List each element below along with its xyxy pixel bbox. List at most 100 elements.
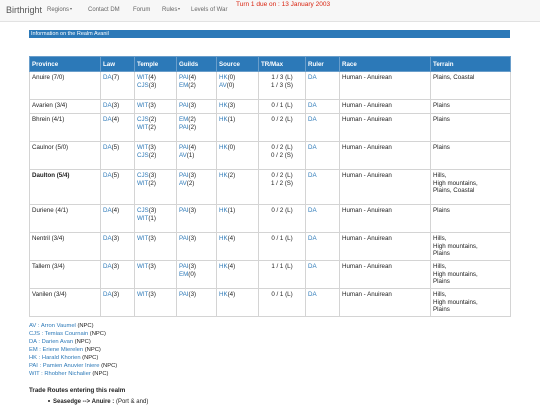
race-cell: Human - Anuirean <box>339 169 431 205</box>
source-holder-link[interactable]: HK <box>219 291 228 298</box>
temple-holder-link[interactable]: CJS <box>137 116 149 123</box>
law-holder-link[interactable]: DA <box>103 291 112 298</box>
ruler-cell: DA <box>305 113 340 142</box>
source-holder-link[interactable]: HK <box>219 172 228 179</box>
guilds-holder-link[interactable]: EM <box>179 270 189 278</box>
legend-holder-link[interactable]: WIT : Rhobher Nichalier <box>29 371 91 377</box>
source-holder-link[interactable]: HK <box>219 116 228 123</box>
ruler-link[interactable]: DA <box>308 172 317 179</box>
source-holder-link[interactable]: AV <box>219 81 227 89</box>
temple-holder-link[interactable]: WIT <box>137 263 149 270</box>
tr-max-value: 1 / 1 (L) <box>271 263 293 270</box>
legend-holder-link[interactable]: AV : Arron Vaumel <box>29 323 76 329</box>
law-holder-link[interactable]: DA <box>103 172 112 179</box>
source-holder-link[interactable]: HK <box>219 74 228 81</box>
guilds-holder-link[interactable]: PAI <box>179 74 189 81</box>
law-holder-link[interactable]: DA <box>103 263 112 270</box>
temple-holder-link[interactable]: WIT <box>137 144 149 151</box>
source-level: (4) <box>227 263 236 270</box>
holding: WIT(1) <box>137 215 174 223</box>
ruler-link[interactable]: DA <box>308 291 317 298</box>
col-source: Source <box>216 56 259 72</box>
law-holder-link[interactable]: DA <box>103 144 112 151</box>
ruler-link[interactable]: DA <box>308 102 317 109</box>
terrain-cell: Plains <box>430 99 511 114</box>
race-value: Human - Anuirean <box>342 263 392 270</box>
holding: HK(4) <box>219 291 256 299</box>
legend-npc-tag: (NPC) <box>75 323 94 329</box>
tr-max-value: 1 / 3 (S) <box>270 81 293 89</box>
temple-holder-link[interactable]: WIT <box>137 74 149 81</box>
guilds-holder-link[interactable]: PAI <box>179 235 189 242</box>
race-value: Human - Anuirean <box>342 116 392 123</box>
law-holder-link[interactable]: DA <box>103 74 112 81</box>
ruler-link[interactable]: DA <box>308 144 317 151</box>
guilds-holder-link[interactable]: PAI <box>179 207 189 214</box>
race-value: Human - Anuirean <box>342 172 392 179</box>
guilds-holder-link[interactable]: AV <box>179 179 187 187</box>
legend-holder-link[interactable]: EM : Eriene Mierelen <box>29 347 84 353</box>
temple-holder-link[interactable]: WIT <box>137 235 149 242</box>
ruler-cell: DA <box>305 71 340 100</box>
source-holder-link[interactable]: HK <box>219 144 228 151</box>
temple-holder-link[interactable]: WIT <box>137 291 149 298</box>
temple-holder-link[interactable]: WIT <box>137 214 149 222</box>
nav-forum[interactable]: Forum <box>133 7 151 13</box>
law-holder-link[interactable]: DA <box>103 207 112 214</box>
source-holder-link[interactable]: HK <box>219 102 228 109</box>
guilds-holder-link[interactable]: PAI <box>179 291 189 298</box>
source-holder-link[interactable]: HK <box>219 263 228 270</box>
legend-holder-link[interactable]: PAI : Pamien Anuvier Iniere <box>29 363 100 369</box>
guilds-holder-link[interactable]: AV <box>179 151 187 159</box>
temple-holder-link[interactable]: CJS <box>137 81 149 89</box>
nav-rules[interactable]: Rules <box>162 7 181 13</box>
nav-levels-of-war[interactable]: Levels of War <box>191 7 228 13</box>
holding: HK(4) <box>219 235 256 243</box>
temple-holder-link[interactable]: WIT <box>137 123 149 131</box>
province-name: Avarien (3/4) <box>32 102 68 109</box>
ruler-link[interactable]: DA <box>308 74 317 81</box>
province-cell: Tallern (3/4) <box>29 260 101 289</box>
nav-regions[interactable]: Regions <box>47 7 73 13</box>
temple-holder-link[interactable]: CJS <box>137 172 149 179</box>
temple-holder-link[interactable]: WIT <box>137 102 149 109</box>
law-cell: DA(5) <box>100 141 135 170</box>
guilds-holder-link[interactable]: PAI <box>179 102 189 109</box>
guilds-holder-link[interactable]: PAI <box>179 144 189 151</box>
legend-holder-link[interactable]: DA : Darien Avan <box>29 339 74 345</box>
holding: WIT(3) <box>137 144 174 152</box>
legend-holder-link[interactable]: HK : Harald Khorien <box>29 355 81 361</box>
holding: WIT(2) <box>137 124 174 132</box>
legend-holder-link[interactable]: CJS : Temias Cournain <box>29 331 89 337</box>
race-value: Human - Anuirean <box>342 74 392 81</box>
guilds-holder-link[interactable]: EM <box>179 81 189 89</box>
col-province: Province <box>29 56 101 72</box>
ruler-link[interactable]: DA <box>308 207 317 214</box>
guilds-holder-link[interactable]: PAI <box>179 263 189 270</box>
guilds-holder-link[interactable]: EM <box>179 116 189 123</box>
brand-link[interactable]: Birthright <box>6 5 43 15</box>
temple-holder-link[interactable]: CJS <box>137 207 149 214</box>
guilds-holder-link[interactable]: PAI <box>179 172 189 179</box>
holding: WIT(4) <box>137 74 174 82</box>
law-holder-link[interactable]: DA <box>103 235 112 242</box>
law-level: (3) <box>111 291 120 298</box>
temple-cell: WIT(3) <box>134 288 177 317</box>
ruler-link[interactable]: DA <box>308 235 317 242</box>
ruler-link[interactable]: DA <box>308 263 317 270</box>
guilds-holder-link[interactable]: PAI <box>179 123 189 131</box>
turn-notice: Turn 1 due on : 13 January 2003 <box>236 1 331 8</box>
temple-holder-link[interactable]: WIT <box>137 179 149 187</box>
holding: AV(2) <box>179 180 214 188</box>
source-holder-link[interactable]: HK <box>219 235 228 242</box>
temple-holder-link[interactable]: CJS <box>137 151 149 159</box>
ruler-link[interactable]: DA <box>308 116 317 123</box>
law-holder-link[interactable]: DA <box>103 102 112 109</box>
tr-max-cell: 0 / 1 (L) <box>258 288 306 317</box>
source-holder-link[interactable]: HK <box>219 207 228 214</box>
col-terrain: Terrain <box>430 56 511 72</box>
temple-level: (2) <box>148 179 156 187</box>
law-holder-link[interactable]: DA <box>103 116 112 123</box>
source-cell: HK(3) <box>216 99 259 114</box>
nav-contact-dm[interactable]: Contact DM <box>88 7 120 13</box>
